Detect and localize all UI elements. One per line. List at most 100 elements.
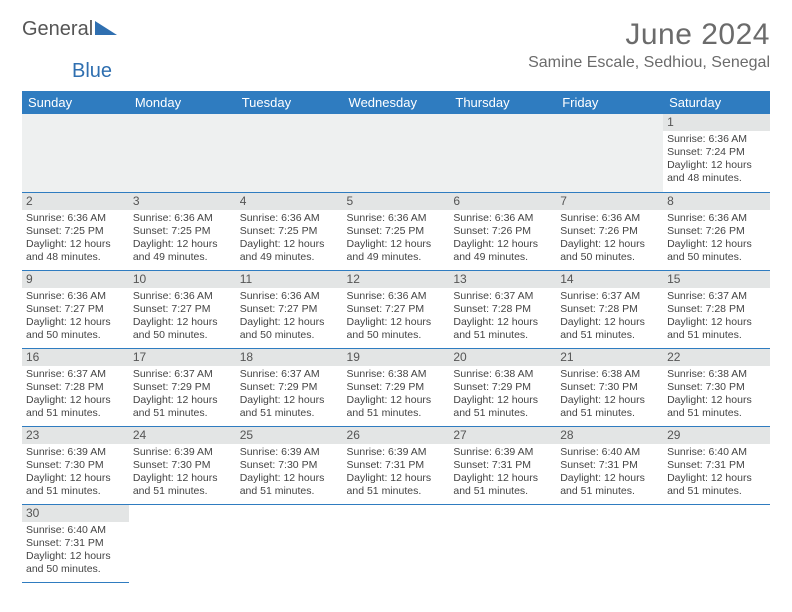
sunrise-text: Sunrise: 6:39 AM — [453, 446, 552, 459]
daylight-text: Daylight: 12 hours and 51 minutes. — [240, 472, 339, 498]
daylight-text: Daylight: 12 hours and 51 minutes. — [347, 472, 446, 498]
calendar-row: 30 Sunrise: 6:40 AMSunset: 7:31 PMDayligh… — [22, 504, 770, 582]
calendar-row: 1Sunrise: 6:36 AMSunset: 7:24 PMDaylight… — [22, 114, 770, 192]
daylight-text: Daylight: 12 hours and 51 minutes. — [560, 472, 659, 498]
calendar-cell: 23 Sunrise: 6:39 AMSunset: 7:30 PMDayligh… — [22, 426, 129, 504]
daylight-text: Daylight: 12 hours and 48 minutes. — [667, 159, 766, 185]
calendar-cell: 2Sunrise: 6:36 AMSunset: 7:25 PMDaylight… — [22, 192, 129, 270]
sunrise-text: Sunrise: 6:38 AM — [347, 368, 446, 381]
daylight-text: Daylight: 12 hours and 49 minutes. — [240, 238, 339, 264]
day-details: Sunrise: 6:36 AMSunset: 7:26 PMDaylight:… — [453, 212, 552, 265]
day-number: 6 — [449, 193, 556, 210]
day-number: 23 — [22, 427, 129, 444]
sunrise-text: Sunrise: 6:38 AM — [453, 368, 552, 381]
day-details: Sunrise: 6:36 AMSunset: 7:26 PMDaylight:… — [667, 212, 766, 265]
sunset-text: Sunset: 7:31 PM — [560, 459, 659, 472]
calendar-cell: 13 Sunrise: 6:37 AMSunset: 7:28 PMDayligh… — [449, 270, 556, 348]
calendar-cell — [129, 504, 236, 582]
sunrise-text: Sunrise: 6:39 AM — [133, 446, 232, 459]
daylight-text: Daylight: 12 hours and 50 minutes. — [133, 316, 232, 342]
day-number: 10 — [129, 271, 236, 288]
calendar-cell: 25Sunrise: 6:39 AMSunset: 7:30 PMDayligh… — [236, 426, 343, 504]
sunrise-text: Sunrise: 6:38 AM — [667, 368, 766, 381]
calendar-cell: 7Sunrise: 6:36 AMSunset: 7:26 PMDaylight… — [556, 192, 663, 270]
weekday-header: Wednesday — [343, 91, 450, 114]
sunrise-text: Sunrise: 6:36 AM — [240, 212, 339, 225]
sunrise-text: Sunrise: 6:39 AM — [347, 446, 446, 459]
day-details: Sunrise: 6:36 AMSunset: 7:27 PMDaylight:… — [240, 290, 339, 343]
sunset-text: Sunset: 7:31 PM — [26, 537, 125, 550]
sunset-text: Sunset: 7:26 PM — [560, 225, 659, 238]
sunset-text: Sunset: 7:29 PM — [347, 381, 446, 394]
day-details: Sunrise: 6:36 AMSunset: 7:26 PMDaylight:… — [560, 212, 659, 265]
logo-text-2: Blue — [72, 60, 112, 82]
calendar-cell: 19Sunrise: 6:38 AMSunset: 7:29 PMDayligh… — [343, 348, 450, 426]
calendar-cell — [343, 504, 450, 582]
sunrise-text: Sunrise: 6:40 AM — [667, 446, 766, 459]
daylight-text: Daylight: 12 hours and 49 minutes. — [347, 238, 446, 264]
sunrise-text: Sunrise: 6:36 AM — [347, 290, 446, 303]
sunset-text: Sunset: 7:27 PM — [26, 303, 125, 316]
sunset-text: Sunset: 7:30 PM — [667, 381, 766, 394]
daylight-text: Daylight: 12 hours and 51 minutes. — [453, 394, 552, 420]
day-number: 1 — [663, 114, 770, 131]
day-details: Sunrise: 6:36 AMSunset: 7:25 PMDaylight:… — [347, 212, 446, 265]
daylight-text: Daylight: 12 hours and 51 minutes. — [453, 316, 552, 342]
day-number: 26 — [343, 427, 450, 444]
day-number: 13 — [449, 271, 556, 288]
calendar-row: 9Sunrise: 6:36 AMSunset: 7:27 PMDaylight… — [22, 270, 770, 348]
calendar-cell: 15 Sunrise: 6:37 AMSunset: 7:28 PMDayligh… — [663, 270, 770, 348]
day-details: Sunrise: 6:37 AMSunset: 7:28 PMDaylight:… — [453, 290, 552, 343]
day-number: 30 — [22, 505, 129, 522]
location: Samine Escale, Sedhiou, Senegal — [528, 54, 770, 72]
day-number: 4 — [236, 193, 343, 210]
day-details: Sunrise: 6:36 AMSunset: 7:25 PMDaylight:… — [240, 212, 339, 265]
day-number: 9 — [22, 271, 129, 288]
sunrise-text: Sunrise: 6:36 AM — [453, 212, 552, 225]
day-number: 24 — [129, 427, 236, 444]
day-details: Sunrise: 6:37 AMSunset: 7:28 PMDaylight:… — [26, 368, 125, 421]
day-number: 15 — [663, 271, 770, 288]
calendar-cell: 24Sunrise: 6:39 AMSunset: 7:30 PMDayligh… — [129, 426, 236, 504]
weekday-header-row: Sunday Monday Tuesday Wednesday Thursday… — [22, 91, 770, 114]
calendar-table: Sunday Monday Tuesday Wednesday Thursday… — [22, 91, 770, 583]
calendar-cell — [556, 504, 663, 582]
calendar-cell: 17Sunrise: 6:37 AMSunset: 7:29 PMDayligh… — [129, 348, 236, 426]
title-block: June 2024 Samine Escale, Sedhiou, Senega… — [528, 18, 770, 72]
sunset-text: Sunset: 7:28 PM — [560, 303, 659, 316]
day-number: 29 — [663, 427, 770, 444]
day-details: Sunrise: 6:39 AMSunset: 7:30 PMDaylight:… — [26, 446, 125, 499]
weekday-header: Sunday — [22, 91, 129, 114]
daylight-text: Daylight: 12 hours and 51 minutes. — [667, 472, 766, 498]
daylight-text: Daylight: 12 hours and 49 minutes. — [453, 238, 552, 264]
daylight-text: Daylight: 12 hours and 51 minutes. — [560, 394, 659, 420]
day-details: Sunrise: 6:39 AMSunset: 7:30 PMDaylight:… — [240, 446, 339, 499]
calendar-cell: 28Sunrise: 6:40 AMSunset: 7:31 PMDayligh… — [556, 426, 663, 504]
daylight-text: Daylight: 12 hours and 50 minutes. — [560, 238, 659, 264]
day-details: Sunrise: 6:36 AMSunset: 7:25 PMDaylight:… — [133, 212, 232, 265]
calendar-cell — [129, 114, 236, 192]
sunset-text: Sunset: 7:27 PM — [240, 303, 339, 316]
calendar-cell: 16Sunrise: 6:37 AMSunset: 7:28 PMDayligh… — [22, 348, 129, 426]
sunrise-text: Sunrise: 6:37 AM — [453, 290, 552, 303]
sunrise-text: Sunrise: 6:36 AM — [560, 212, 659, 225]
day-number: 17 — [129, 349, 236, 366]
calendar-cell: 1Sunrise: 6:36 AMSunset: 7:24 PMDaylight… — [663, 114, 770, 192]
daylight-text: Daylight: 12 hours and 50 minutes. — [240, 316, 339, 342]
day-details: Sunrise: 6:37 AMSunset: 7:29 PMDaylight:… — [240, 368, 339, 421]
sunrise-text: Sunrise: 6:36 AM — [133, 212, 232, 225]
sunrise-text: Sunrise: 6:40 AM — [26, 524, 125, 537]
day-details: Sunrise: 6:37 AMSunset: 7:28 PMDaylight:… — [667, 290, 766, 343]
calendar-cell — [343, 114, 450, 192]
calendar-cell — [22, 114, 129, 192]
sunrise-text: Sunrise: 6:37 AM — [133, 368, 232, 381]
sunrise-text: Sunrise: 6:36 AM — [347, 212, 446, 225]
sunset-text: Sunset: 7:29 PM — [240, 381, 339, 394]
sunset-text: Sunset: 7:31 PM — [453, 459, 552, 472]
day-details: Sunrise: 6:40 AMSunset: 7:31 PMDaylight:… — [26, 524, 125, 577]
daylight-text: Daylight: 12 hours and 49 minutes. — [133, 238, 232, 264]
day-number: 27 — [449, 427, 556, 444]
sunrise-text: Sunrise: 6:37 AM — [240, 368, 339, 381]
daylight-text: Daylight: 12 hours and 50 minutes. — [26, 316, 125, 342]
sunrise-text: Sunrise: 6:37 AM — [26, 368, 125, 381]
